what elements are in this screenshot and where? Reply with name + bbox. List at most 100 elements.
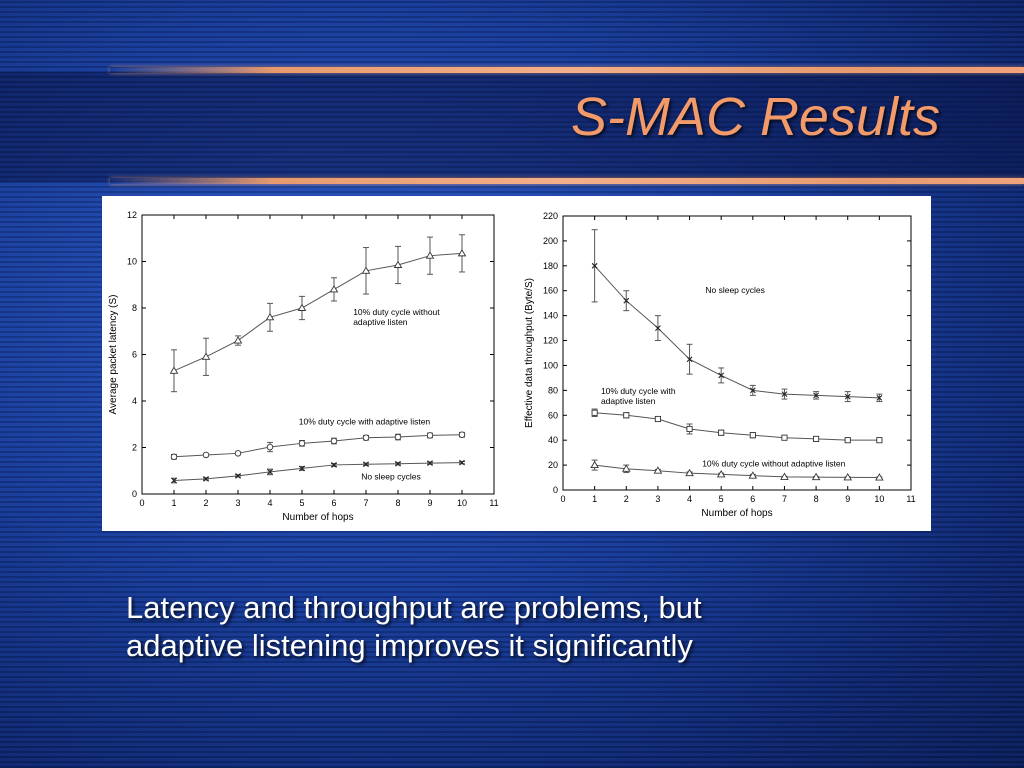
data-point xyxy=(329,285,339,293)
x-tick-label: 1 xyxy=(592,494,597,504)
x-tick-label: 5 xyxy=(299,498,304,508)
title-band xyxy=(0,72,1024,182)
y-tick-label: 40 xyxy=(548,435,558,445)
series-3: 10% duty cycle without adaptive listen xyxy=(590,458,884,481)
y-tick-label: 12 xyxy=(127,210,137,220)
data-point xyxy=(331,462,337,468)
data-point xyxy=(425,251,435,259)
x-tick-label: 3 xyxy=(655,494,660,504)
data-point xyxy=(685,468,694,477)
data-point xyxy=(876,437,883,444)
data-point xyxy=(875,473,884,481)
data-point xyxy=(203,475,209,482)
plot-frame xyxy=(562,215,912,491)
data-point xyxy=(654,415,661,423)
x-tick-label: 7 xyxy=(363,498,368,508)
caption-line-2: adaptive listening improves it significa… xyxy=(126,628,693,663)
x-axis-label: Number of hops xyxy=(701,508,772,519)
data-point xyxy=(716,470,726,478)
x-tick-label: 2 xyxy=(624,494,629,504)
x-tick-label: 0 xyxy=(560,494,565,504)
y-axis-label: Effective data throughput (Byte/S) xyxy=(524,278,535,428)
y-tick-label: 0 xyxy=(553,485,558,495)
series-label: No sleep cycles xyxy=(361,472,421,482)
data-point xyxy=(623,297,630,304)
data-point xyxy=(590,460,599,469)
x-tick-label: 1 xyxy=(171,498,176,508)
data-point xyxy=(718,372,725,379)
data-point xyxy=(266,443,274,451)
data-point xyxy=(297,303,307,311)
series-label: 10% duty cycle without xyxy=(353,307,440,317)
data-point xyxy=(201,352,211,360)
x-tick-label: 8 xyxy=(814,494,819,504)
series-1: No sleep cycles xyxy=(591,229,883,403)
series-label: 10% duty cycle without adaptive listen xyxy=(702,458,845,468)
series-line xyxy=(594,412,880,441)
data-point xyxy=(811,472,821,481)
series-label: adaptive listen xyxy=(601,396,656,406)
data-point xyxy=(170,453,178,461)
data-point xyxy=(876,394,883,401)
data-point xyxy=(655,325,661,331)
data-point xyxy=(361,266,371,274)
x-tick-label: 8 xyxy=(395,498,400,508)
data-point xyxy=(459,459,465,466)
y-tick-label: 160 xyxy=(543,286,558,296)
x-tick-label: 11 xyxy=(489,498,498,508)
data-point xyxy=(844,393,851,400)
data-point xyxy=(202,451,210,459)
series-label: No sleep cycles xyxy=(705,285,765,295)
series-line xyxy=(173,434,463,458)
y-tick-label: 20 xyxy=(548,460,558,470)
series-line xyxy=(173,462,463,482)
series-line xyxy=(594,265,880,399)
data-point xyxy=(298,440,306,447)
data-point xyxy=(623,412,630,419)
x-tick-label: 3 xyxy=(235,498,240,508)
slide-caption: Latency and throughput are problems, but… xyxy=(126,589,926,665)
y-tick-label: 6 xyxy=(132,350,137,360)
data-point xyxy=(169,366,179,374)
data-point xyxy=(749,432,756,439)
data-point xyxy=(813,392,819,399)
x-tick-label: 9 xyxy=(427,498,432,508)
data-point xyxy=(330,437,338,445)
data-point xyxy=(233,336,243,344)
x-tick-label: 11 xyxy=(906,494,915,504)
x-tick-label: 2 xyxy=(203,498,208,508)
data-point xyxy=(843,473,853,481)
data-point xyxy=(686,425,693,433)
x-tick-label: 7 xyxy=(782,494,787,504)
results-figure: 0 1 2 3 4 5 6 7 8 9 10 11 0 2 4 6 8 10 12 Number of hops Ave… xyxy=(102,196,931,531)
data-point xyxy=(686,356,693,363)
series-line xyxy=(173,252,463,372)
x-tick-label: 4 xyxy=(267,498,272,508)
x-tick-label: 5 xyxy=(719,494,724,504)
bottom-accent-rule xyxy=(110,178,1024,184)
data-point xyxy=(591,409,598,416)
series-label: 10% duty cycle with xyxy=(601,386,676,396)
y-tick-label: 200 xyxy=(543,236,558,246)
x-tick-label: 4 xyxy=(687,494,692,504)
series-label: adaptive listen xyxy=(353,317,408,327)
data-point xyxy=(393,260,403,268)
x-tick-label: 6 xyxy=(331,498,336,508)
x-axis-label: Number of hops xyxy=(282,512,353,523)
chart-2: 0 1 2 3 4 5 6 7 8 9 10 11 0 20 40 60 80 100 120 140 160 180 20… xyxy=(524,211,916,519)
y-tick-label: 4 xyxy=(132,396,137,406)
y-tick-label: 180 xyxy=(543,261,558,271)
x-tick-label: 6 xyxy=(750,494,755,504)
data-point xyxy=(653,466,663,474)
data-point xyxy=(427,460,433,466)
slide-title: S-MAC Results xyxy=(570,87,940,147)
data-point xyxy=(265,312,275,321)
plot-frame xyxy=(141,214,495,495)
y-tick-label: 120 xyxy=(543,336,558,346)
data-point xyxy=(171,477,177,484)
series-line xyxy=(594,464,880,479)
